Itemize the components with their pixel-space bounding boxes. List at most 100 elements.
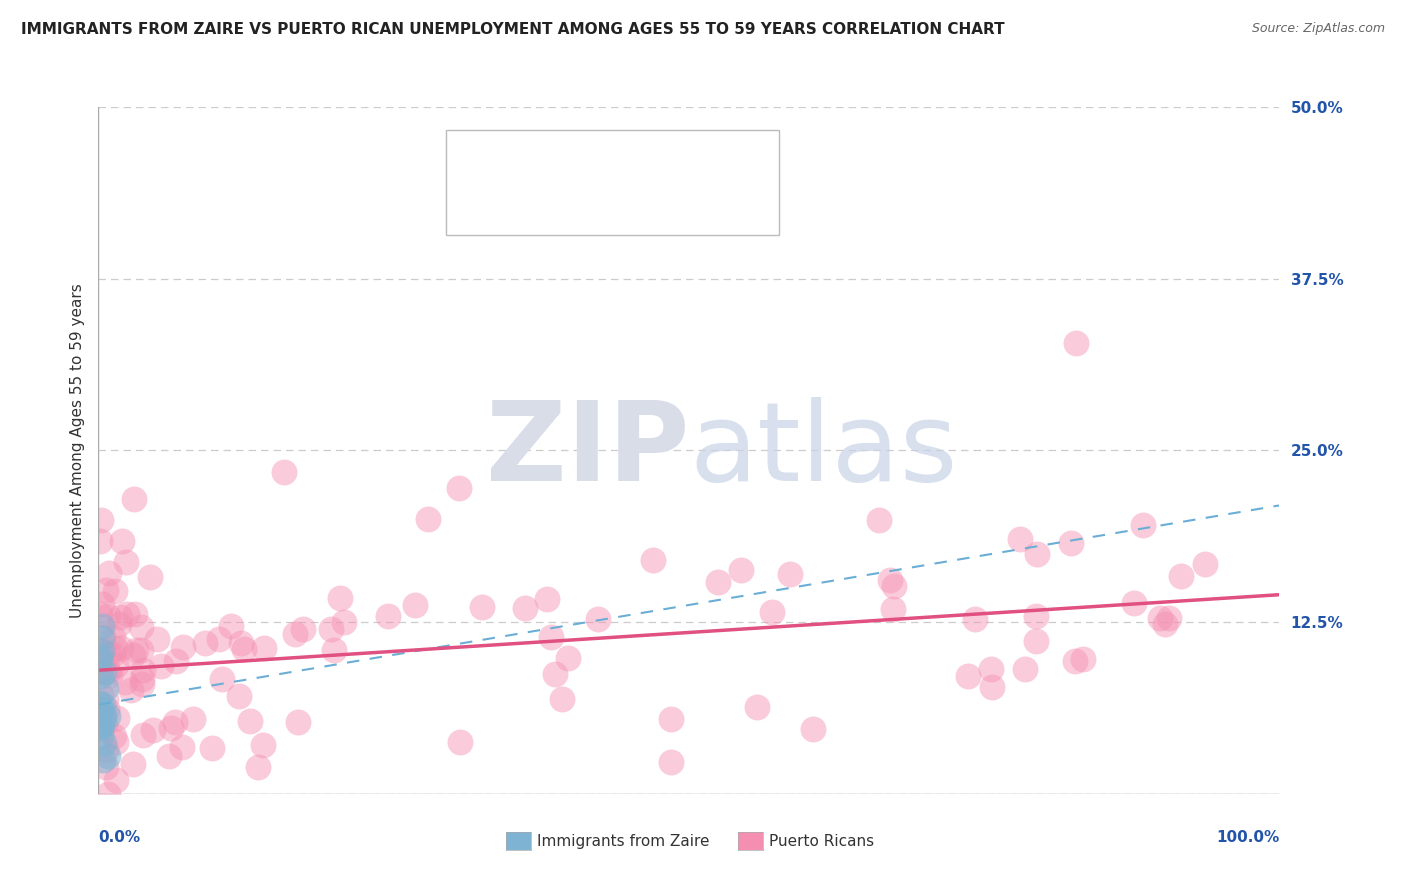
Point [228,689,250,703]
Point [131,676,153,690]
Point [1194,557,1216,571]
Point [97,609,120,624]
Point [194,636,217,650]
Point [94,681,117,695]
Point [91,597,114,611]
Point [659,755,682,769]
Point [287,714,309,729]
Point [449,735,471,749]
Point [246,759,269,773]
Point [322,642,344,657]
Point [284,627,307,641]
Point [981,680,1004,694]
Point [104,641,127,656]
Point [557,651,579,665]
Point [1071,652,1094,666]
Point [111,533,134,548]
Point [1025,608,1047,623]
Point [641,553,664,567]
Point [138,570,160,584]
Point [801,722,824,736]
Point [96,691,118,706]
Text: IMMIGRANTS FROM ZAIRE VS PUERTO RICAN UNEMPLOYMENT AMONG AGES 55 TO 59 YEARS COR: IMMIGRANTS FROM ZAIRE VS PUERTO RICAN UN… [21,22,1005,37]
Point [93,665,115,679]
Point [540,630,562,644]
Point [332,615,354,629]
Point [956,669,979,683]
Point [108,616,131,631]
Point [219,619,242,633]
Point [132,663,155,677]
Point [142,723,165,737]
Text: 0.0%: 0.0% [98,830,141,845]
Text: R = 0.078   N =  23: R = 0.078 N = 23 [492,142,668,161]
Point [114,674,136,689]
Point [131,643,153,657]
Point [89,696,111,710]
Point [94,743,117,757]
Point [89,719,111,733]
Point [91,709,114,723]
Y-axis label: Unemployment Among Ages 55 to 59 years: Unemployment Among Ages 55 to 59 years [69,283,84,618]
Point [96,760,118,774]
Point [761,606,783,620]
Point [105,711,128,725]
Point [103,729,125,743]
Point [1123,596,1146,610]
Point [91,619,114,633]
Point [97,708,120,723]
Point [1008,532,1031,546]
Point [97,787,120,801]
Point [1170,569,1192,583]
Point [93,710,115,724]
Point [172,640,194,655]
Point [89,607,111,622]
Point [103,630,125,644]
Point [1132,518,1154,533]
Point [447,481,470,495]
Point [963,612,986,626]
Point [160,721,183,735]
Point [90,729,112,743]
Point [166,654,188,668]
Point [90,643,112,657]
Point [90,722,112,736]
Point [124,607,146,621]
Text: ZIP: ZIP [485,397,689,504]
Point [292,622,315,636]
Point [321,622,343,636]
Point [253,640,276,655]
Point [1026,547,1049,561]
Point [377,609,399,624]
Point [779,566,801,581]
Point [882,602,904,616]
Point [91,631,114,645]
Point [170,739,193,754]
Text: 100.0%: 100.0% [1216,830,1279,845]
Point [125,643,148,657]
Point [97,748,120,763]
Point [89,703,111,717]
Point [91,718,114,732]
Point [157,749,180,764]
Point [90,702,112,716]
Point [96,701,118,715]
Point [1149,611,1171,625]
Point [1060,535,1083,549]
Point [879,574,901,588]
Point [707,574,730,589]
Point [232,642,254,657]
Point [90,687,112,701]
Point [404,599,426,613]
Point [121,757,143,772]
Point [868,513,890,527]
Point [183,712,205,726]
Point [98,667,121,681]
Point [93,736,115,750]
Point [416,512,439,526]
Point [90,656,112,670]
Point [1157,611,1180,625]
Point [501,210,523,224]
Point [1154,616,1177,631]
Point [91,753,114,767]
